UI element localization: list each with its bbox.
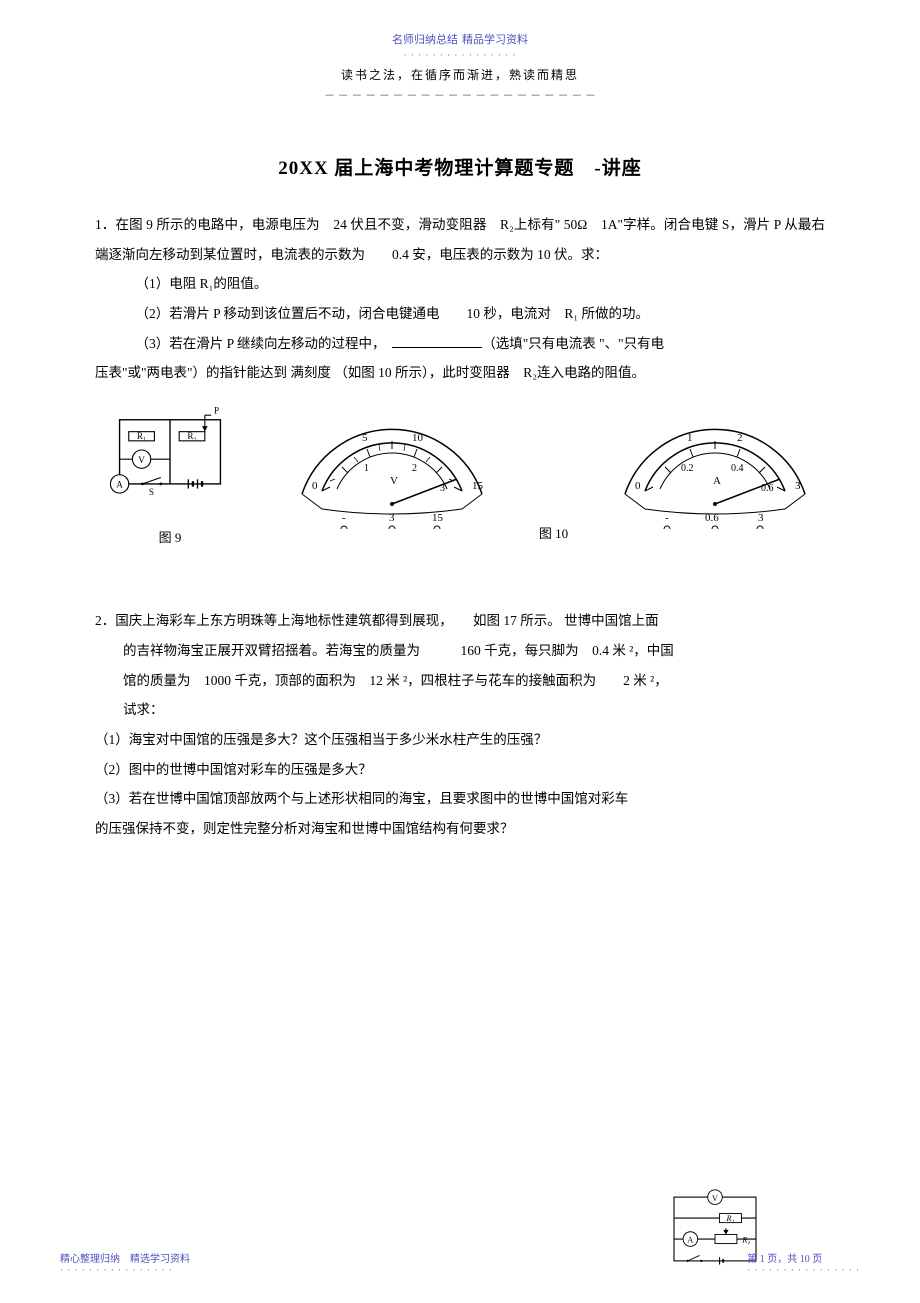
svg-text:V: V — [712, 1194, 718, 1203]
question-1: 1．在图 9 所示的电路中，电源电压为 24 伏且不变，滑动变阻器 R₂上标有"… — [95, 210, 825, 388]
q1-p3: （2）若滑片 P 移动到该位置后不动，闭合电键通电 10 秒，电流对 R₁ 所做… — [95, 299, 825, 329]
svg-text:15: 15 — [432, 512, 444, 524]
svg-text:1: 1 — [687, 432, 693, 444]
q1-p4b: （选填"只有电流表 "、"只有电 — [482, 336, 664, 351]
q2-sub1: （1）海宝对中国馆的压强是多大？这个压强相当于多少米水柱产生的压强？ — [95, 725, 825, 755]
top-header: 名师归纳总结 精品学习资料 · · · · · · · · · · · · · … — [95, 30, 825, 60]
q1-p4a: （3）若在滑片 P 继续向左移动的过程中， — [136, 336, 393, 351]
svg-text:R₂: R₂ — [187, 431, 196, 441]
voltmeter-gauge: 0 5 10 15 1 2 3 V - 3 15 — [282, 419, 502, 534]
svg-text:A: A — [713, 475, 721, 487]
ammeter-svg: 0 1 2 3 0.2 0.4 0.6 A - 0.6 3 — [605, 419, 825, 529]
q2-p4: 试求： — [95, 695, 825, 725]
svg-text:R₁: R₁ — [726, 1214, 735, 1223]
svg-text:V: V — [390, 475, 398, 487]
svg-text:S: S — [149, 487, 154, 497]
q1-p2: （1）电阻 R₁的阻值。 — [95, 269, 825, 299]
footer-left-dots: · · · · · · · · · · · · · · · · — [60, 1265, 190, 1275]
q1-p1: 1．在图 9 所示的电路中，电源电压为 24 伏且不变，滑动变阻器 R₂上标有"… — [95, 210, 825, 269]
footer-left: 精心整理归纳 精选学习资料 · · · · · · · · · · · · · … — [60, 1250, 190, 1275]
svg-text:R₂: R₂ — [741, 1236, 750, 1245]
svg-text:3: 3 — [795, 480, 801, 492]
ammeter-gauge: 0 1 2 3 0.2 0.4 0.6 A - 0.6 3 — [605, 419, 825, 534]
fig9-label: 图 9 — [95, 527, 245, 546]
svg-text:2: 2 — [412, 463, 417, 474]
svg-text:A: A — [687, 1236, 693, 1245]
sub-header: 读书之法，在循序而渐进，熟读而精思 — [95, 66, 825, 83]
blank-fill — [392, 347, 482, 348]
svg-text:10: 10 — [412, 432, 424, 444]
figures-row: R₁ R₂ P V A S 图 9 — [95, 406, 825, 546]
footer-right-dots: · · · · · · · · · · · · · · · · — [747, 1265, 860, 1275]
footer-right: 第 1 页，共 10 页 · · · · · · · · · · · · · ·… — [747, 1250, 860, 1275]
question-2: 2．国庆上海彩车上东方明珠等上海地标性建筑都得到展现， 如图 17 所示。 世博… — [95, 606, 825, 844]
svg-text:A: A — [116, 480, 123, 490]
svg-text:1: 1 — [364, 463, 369, 474]
figure-9-circuit: R₁ R₂ P V A S 图 9 — [95, 406, 245, 546]
page-title: 20XX 届上海中考物理计算题专题 -讲座 — [95, 153, 825, 180]
header-dots: · · · · · · · · · · · · · · · · — [95, 50, 825, 60]
svg-text:0.2: 0.2 — [681, 463, 694, 474]
q2-p2: 的吉祥物海宝正展开双臂招揺着。若海宝的质量为 160 千克，每只脚为 0.4 米… — [95, 636, 825, 666]
svg-text:R₁: R₁ — [137, 431, 146, 441]
voltmeter-svg: 0 5 10 15 1 2 3 V - 3 15 — [282, 419, 502, 529]
svg-text:V: V — [138, 455, 145, 465]
q1-p4: （3）若在滑片 P 继续向左移动的过程中， （选填"只有电流表 "、"只有电 — [95, 329, 825, 359]
header-text-2: 精品学习资料 — [462, 34, 528, 46]
svg-text:15: 15 — [472, 480, 484, 492]
svg-text:2: 2 — [737, 432, 743, 444]
header-text-1: 名师归纳总结 — [392, 34, 458, 46]
svg-text:-: - — [665, 512, 669, 524]
circuit-svg: R₁ R₂ P V A S — [95, 406, 245, 516]
svg-text:0: 0 — [635, 480, 641, 492]
q2-p3: 馆的质量为 1000 千克，顶部的面积为 12 米 ²，四根柱子与花车的接触面积… — [95, 666, 825, 696]
svg-text:P: P — [214, 406, 219, 415]
q2-sub3: （3）若在世博中国馆顶部放两个与上述形状相同的海宝，且要求图中的世博中国馆对彩车 — [95, 784, 825, 814]
q2-sub2: （2）图中的世博中国馆对彩车的压强是多大？ — [95, 755, 825, 785]
svg-text:-: - — [342, 512, 346, 524]
svg-text:3: 3 — [758, 512, 764, 524]
footer-page: 第 1 页，共 10 页 — [747, 1254, 822, 1265]
q1-p5: 压表"或"两电表"）的指针能达到 满刻度 （如图 10 所示），此时变阻器 R₂… — [95, 358, 825, 388]
footer-left-2: 精选学习资料 — [130, 1254, 190, 1265]
svg-text:5: 5 — [362, 432, 368, 444]
svg-text:0.4: 0.4 — [731, 463, 744, 474]
q2-p1: 2．国庆上海彩车上东方明珠等上海地标性建筑都得到展现， 如图 17 所示。 世博… — [95, 606, 825, 636]
fig10-label: 图 10 — [539, 523, 568, 542]
footer-left-1: 精心整理归纳 — [60, 1254, 120, 1265]
dash-line: － － － － － － － － － － － － － － － － － － － － — [95, 87, 825, 103]
svg-text:0: 0 — [312, 480, 318, 492]
q2-sub3b: 的压强保持不变，则定性完整分析对海宝和世博中国馆结构有何要求？ — [95, 814, 825, 844]
